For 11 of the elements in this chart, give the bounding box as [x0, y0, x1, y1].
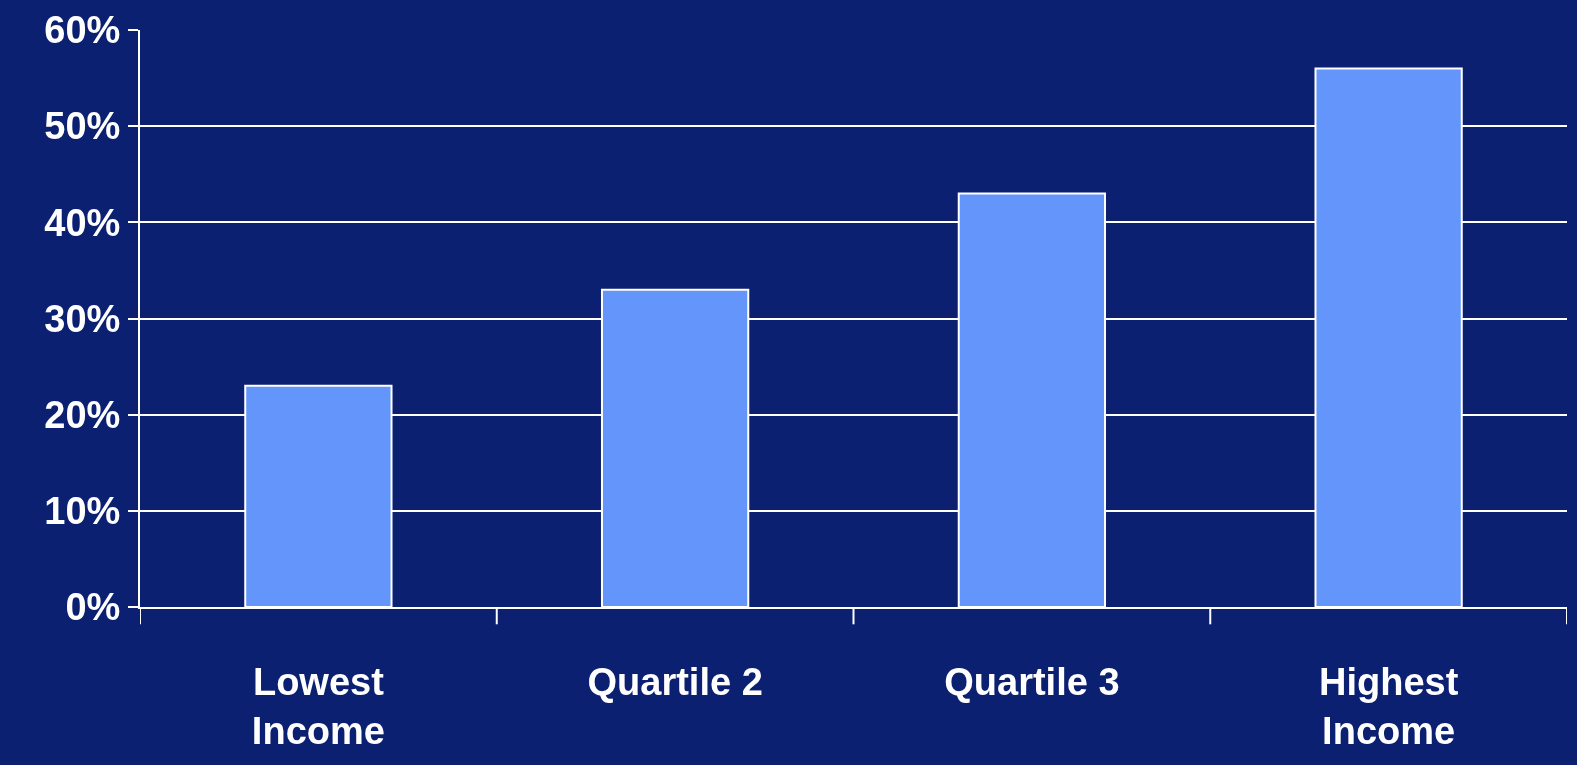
- y-tick-label: 40%: [44, 201, 121, 244]
- x-tick-label: Highest Income: [1318, 660, 1459, 752]
- y-tick-label: 60%: [44, 9, 121, 52]
- x-tick-label: Lowest Income: [251, 660, 385, 752]
- y-tick-label: 30%: [44, 297, 121, 340]
- y-tick-label: 20%: [44, 393, 121, 436]
- x-tick-label: Quartile 3: [944, 660, 1120, 703]
- y-tick-label: 50%: [44, 105, 121, 148]
- x-tick-label: Quartile 2: [587, 660, 763, 703]
- y-tick-label: 0%: [65, 586, 121, 629]
- y-tick-label: 10%: [44, 490, 121, 533]
